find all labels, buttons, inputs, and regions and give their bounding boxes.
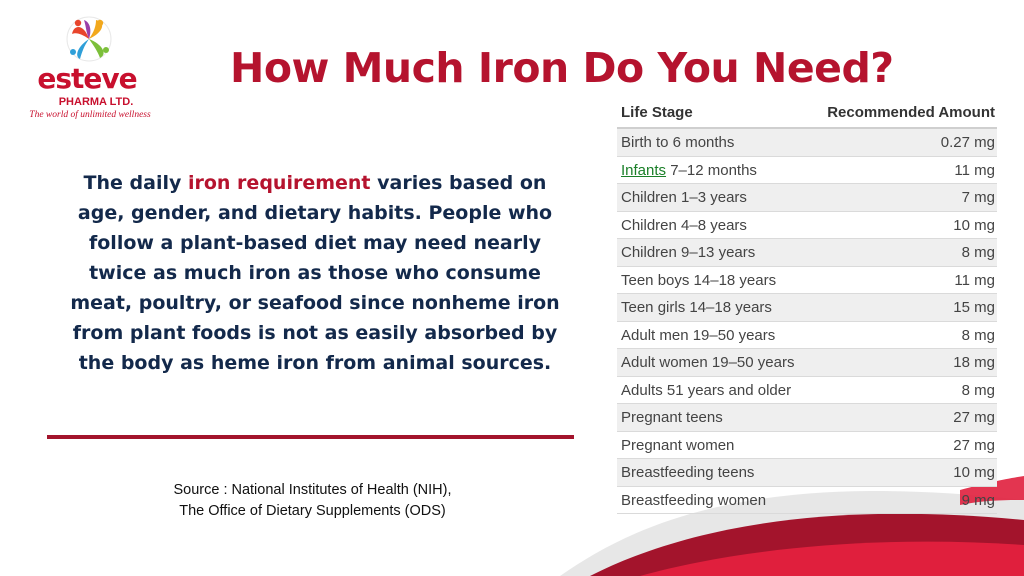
recommended-amount-cell: 27 mg xyxy=(953,409,995,426)
life-stage-cell: Adult women 19–50 years xyxy=(621,354,795,371)
intro-paragraph: The daily iron requirement varies based … xyxy=(62,168,568,378)
life-stage-cell: Infants 7–12 months xyxy=(621,157,757,184)
life-stage-cell: Adults 51 years and older xyxy=(621,381,792,399)
recommended-amount-cell: 9 mg xyxy=(961,491,995,509)
logo-subtitle: PHARMA LTD. xyxy=(58,96,134,108)
iron-requirements-table: Life Stage Recommended Amount Birth to 6… xyxy=(617,99,997,514)
recommended-amount-cell: 18 mg xyxy=(953,354,995,371)
table-row: Birth to 6 months 0.27 mg xyxy=(617,129,997,157)
table-row: Adults 51 years and older 8 mg xyxy=(617,377,997,404)
life-stage-cell: Teen boys 14–18 years xyxy=(621,271,777,289)
recommended-amount-cell: 11 mg xyxy=(954,271,995,289)
table-row: Children 9–13 years 8 mg xyxy=(617,239,997,267)
life-stage-cell: Adult men 19–50 years xyxy=(621,326,776,344)
life-stage-cell: Pregnant teens xyxy=(621,409,723,426)
infants-link[interactable]: Infants xyxy=(621,161,667,179)
logo-tagline: The world of unlimited wellness xyxy=(29,110,151,120)
divider xyxy=(47,435,574,439)
recommended-amount-cell: 7 mg xyxy=(961,189,995,206)
life-stage-cell: Breastfeeding women xyxy=(621,491,767,509)
recommended-amount-cell: 8 mg xyxy=(961,326,995,344)
table-row: Teen girls 14–18 years 15 mg xyxy=(617,294,997,322)
table-row: Pregnant teens 27 mg xyxy=(617,404,997,432)
table-header: Life Stage Recommended Amount xyxy=(617,99,997,129)
paragraph-text-start: The daily xyxy=(83,172,188,194)
recommended-amount-cell: 27 mg xyxy=(953,436,995,454)
life-stage-cell: Children 4–8 years xyxy=(621,216,747,234)
table-row: Adult women 19–50 years 18 mg xyxy=(617,349,997,377)
header-recommended-amount: Recommended Amount xyxy=(827,104,995,121)
life-stage-text: 7–12 months xyxy=(666,161,757,179)
life-stage-cell: Birth to 6 months xyxy=(621,134,735,151)
recommended-amount-cell: 8 mg xyxy=(961,244,995,261)
life-stage-cell: Pregnant women xyxy=(621,436,735,454)
table-body: Birth to 6 months 0.27 mg Infants 7–12 mon… xyxy=(617,129,997,514)
source-line-1: Source : National Institutes of Health (… xyxy=(173,482,452,498)
table-row: Adult men 19–50 years 8 mg xyxy=(617,322,997,349)
recommended-amount-cell: 0.27 mg xyxy=(940,134,995,151)
table-row: Pregnant women 27 mg xyxy=(617,432,997,459)
recommended-amount-cell: 10 mg xyxy=(953,216,995,234)
table-row: Breastfeeding women 9 mg xyxy=(617,487,997,514)
paragraph-text-end: varies based on age, gender, and dietary… xyxy=(70,172,560,374)
table-row: Teen boys 14–18 years 11 mg xyxy=(617,267,997,294)
paragraph-highlight: iron requirement xyxy=(187,172,371,194)
table-row: Children 1–3 years 7 mg xyxy=(617,184,997,212)
table-row: Children 4–8 years 10 mg xyxy=(617,212,997,239)
source-line-2: The Office of Dietary Supplements (ODS) xyxy=(179,503,446,519)
recommended-amount-cell: 10 mg xyxy=(953,464,995,481)
life-stage-cell: Children 9–13 years xyxy=(621,244,756,261)
header-life-stage: Life Stage xyxy=(621,104,693,121)
life-stage-cell: Children 1–3 years xyxy=(621,189,747,206)
brand-logo: esteve PHARMA LTD. The world of unlimite… xyxy=(20,14,155,124)
life-stage-cell: Teen girls 14–18 years xyxy=(621,299,772,316)
recommended-amount-cell: 11 mg xyxy=(954,161,995,179)
recommended-amount-cell: 15 mg xyxy=(953,299,995,316)
logo-wordmark: esteve xyxy=(37,62,137,95)
people-emblem-icon xyxy=(66,16,112,62)
table-row: Infants 7–12 months 11 mg xyxy=(617,157,997,184)
source-citation: Source : National Institutes of Health (… xyxy=(100,480,525,522)
table-row: Breastfeeding teens 10 mg xyxy=(617,459,997,487)
life-stage-cell: Breastfeeding teens xyxy=(621,464,755,481)
recommended-amount-cell: 8 mg xyxy=(961,381,995,399)
page-title: How Much Iron Do You Need? xyxy=(230,44,894,92)
